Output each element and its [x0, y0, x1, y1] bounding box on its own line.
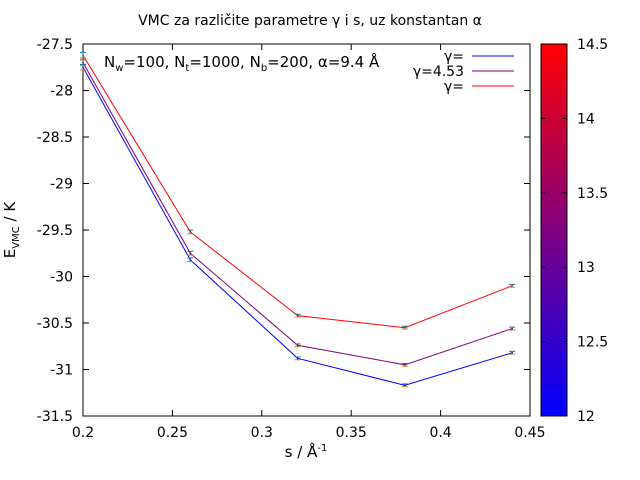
- data-point: [404, 384, 406, 387]
- y-tick-label: -28: [50, 84, 73, 100]
- y-tick-label: -30: [50, 270, 73, 286]
- x-tick-label: 0.4: [429, 425, 451, 441]
- data-point: [511, 327, 513, 330]
- x-tick-label: 0.45: [514, 425, 545, 441]
- x-tick-label: 0.35: [336, 425, 367, 441]
- colorbar-tick-label: 14.5: [577, 37, 608, 53]
- y-axis-label: EVMC / K: [1, 201, 22, 259]
- colorbar-tick-label: 12: [577, 409, 595, 425]
- data-point: [82, 54, 84, 56]
- x-tick-label: 0.25: [157, 425, 188, 441]
- legend-entry: γ=: [444, 49, 514, 65]
- y-tick-label: -31.5: [37, 409, 73, 425]
- x-axis-label-sup: -1: [317, 443, 327, 454]
- data-point: [296, 357, 299, 360]
- y-axis-label-sub: VMC: [11, 226, 22, 248]
- series-layer: [80, 51, 516, 388]
- legend-label: γ=: [444, 79, 464, 95]
- x-tick-label: 0.3: [251, 425, 273, 441]
- colorbar-tick-label: 14: [577, 111, 595, 127]
- colorbar-ticks: 12 12.5 13 13.5 14 14.5: [541, 37, 608, 425]
- data-point: [82, 61, 84, 64]
- x-axis-label-base: s / Å: [285, 442, 318, 461]
- x-axis-label: s / Å-1: [285, 442, 328, 461]
- colorbar-tick-label: 13.5: [577, 186, 608, 202]
- y-tick-label: -30.5: [37, 316, 73, 332]
- colorbar-tick-label: 13: [577, 260, 595, 276]
- data-point: [189, 252, 192, 255]
- data-point: [189, 231, 192, 233]
- chart-title: VMC za različite parametre γ i s, uz kon…: [138, 13, 482, 29]
- colorbar-tick-label: 12.5: [577, 335, 608, 351]
- legend: γ=γ=4.53γ=: [413, 49, 514, 95]
- y-axis-label-base: E: [1, 249, 19, 258]
- series-line-0: [82, 67, 513, 386]
- series-line-2: [82, 54, 513, 329]
- y-tick-label: -31: [50, 363, 73, 379]
- data-point: [511, 285, 513, 287]
- data-point: [296, 344, 299, 347]
- data-point: [404, 326, 406, 329]
- series-line-1: [82, 62, 513, 366]
- colorbar: [540, 43, 568, 417]
- y-tick-label: -29: [50, 177, 73, 193]
- data-point: [404, 364, 406, 366]
- y-axis-ticks: -27.5 -28 -28.5 -29 -29.5 -30 -30.5 -31 -31.5: [37, 37, 530, 425]
- annotation-text: Nw=100, Nt=1000, Nb=200, α=9.4 Å: [104, 52, 380, 74]
- x-tick-label: 0.2: [72, 425, 94, 441]
- series-2: [80, 51, 516, 330]
- legend-label: γ=4.53: [413, 64, 464, 80]
- legend-entry: γ=4.53: [413, 64, 514, 80]
- data-point: [189, 258, 192, 261]
- x-axis-ticks: 0.2 0.25 0.3 0.35 0.4 0.45: [72, 44, 546, 441]
- legend-entry: γ=: [444, 79, 514, 95]
- y-tick-label: -28.5: [37, 130, 73, 146]
- y-tick-label: -29.5: [37, 223, 73, 239]
- y-tick-label: -27.5: [37, 37, 73, 53]
- series-0: [80, 63, 516, 388]
- data-point: [296, 314, 299, 317]
- y-axis-label-rest: / K: [1, 201, 19, 227]
- data-point: [511, 351, 513, 354]
- legend-label: γ=: [444, 49, 464, 65]
- data-point: [82, 66, 84, 69]
- series-1: [80, 59, 516, 367]
